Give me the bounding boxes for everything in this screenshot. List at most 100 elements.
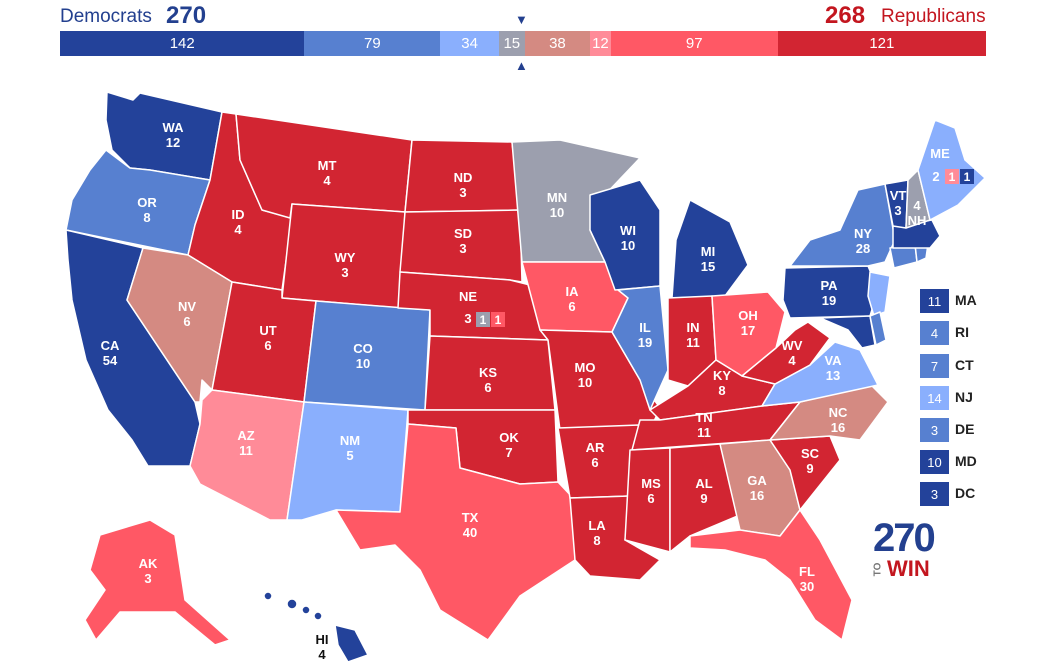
label-ky-abbr: KY bbox=[713, 368, 731, 383]
state-de[interactable] bbox=[869, 311, 887, 346]
label-ak-ev: 3 bbox=[144, 571, 151, 586]
label-hi-ev: 4 bbox=[318, 647, 326, 662]
svg-text:OK7: OK 7 bbox=[499, 430, 519, 460]
legend-nj[interactable]: 14 NJ bbox=[920, 386, 1030, 410]
bar-segment: 15 bbox=[498, 31, 525, 56]
label-ne-abbr: NE bbox=[459, 289, 477, 304]
label-fl-abbr: FL bbox=[799, 564, 815, 579]
label-sc-ev: 9 bbox=[806, 461, 813, 476]
label-ks-ev: 6 bbox=[484, 380, 491, 395]
state-hi[interactable] bbox=[263, 591, 369, 663]
state-al[interactable] bbox=[669, 443, 741, 553]
majority-marker-bottom-icon: ▲ bbox=[515, 58, 528, 73]
label-wy-ev: 3 bbox=[341, 265, 348, 280]
state-md[interactable] bbox=[819, 315, 876, 349]
svg-text:AK3: AK 3 bbox=[139, 556, 158, 586]
label-ok-ev: 7 bbox=[505, 445, 512, 460]
legend-nj-box: 14 bbox=[920, 386, 949, 410]
label-il-ev: 19 bbox=[638, 335, 652, 350]
label-la-ev: 8 bbox=[593, 533, 600, 548]
svg-text:MS6: MS 6 bbox=[641, 476, 661, 506]
logo-win: WIN bbox=[887, 556, 930, 581]
svg-text:ID4: ID 4 bbox=[232, 207, 245, 237]
label-az-abbr: AZ bbox=[237, 428, 254, 443]
ne-district-2-ev: 1 bbox=[495, 313, 502, 327]
label-ut-ev: 6 bbox=[264, 338, 271, 353]
label-ny-ev: 28 bbox=[856, 241, 870, 256]
state-nj[interactable] bbox=[867, 271, 891, 317]
svg-text:HI4: HI 4 bbox=[316, 632, 329, 662]
legend-de[interactable]: 3 DE bbox=[920, 418, 1030, 442]
bar-segment: 142 bbox=[60, 31, 305, 56]
label-wi-abbr: WI bbox=[620, 223, 636, 238]
bar-segment: 97 bbox=[610, 31, 778, 56]
svg-text:SC9: SC 9 bbox=[801, 446, 820, 476]
legend-ma[interactable]: 11 MA bbox=[920, 289, 1030, 313]
label-in-abbr: IN bbox=[687, 320, 700, 335]
label-or-ev: 8 bbox=[143, 210, 150, 225]
label-oh-abbr: OH bbox=[738, 308, 758, 323]
label-nc-abbr: NC bbox=[829, 405, 848, 420]
svg-text:KY8: KY 8 bbox=[713, 368, 731, 398]
state-ny[interactable] bbox=[789, 183, 896, 267]
state-ak[interactable] bbox=[84, 519, 231, 646]
me-district-2-box[interactable] bbox=[945, 169, 959, 184]
legend-ri[interactable]: 4 RI bbox=[920, 321, 1030, 345]
label-tn-ev: 11 bbox=[697, 425, 711, 440]
republicans-label: Republicans bbox=[881, 6, 986, 27]
label-id-ev: 4 bbox=[234, 222, 242, 237]
state-fl[interactable] bbox=[689, 509, 853, 641]
label-hi-abbr: HI bbox=[316, 632, 329, 647]
label-ky-ev: 8 bbox=[718, 383, 725, 398]
me-district-1-ev: 1 bbox=[964, 170, 971, 184]
me-district-1-box[interactable] bbox=[960, 169, 974, 184]
label-me-abbr: ME bbox=[930, 146, 950, 161]
label-mt-ev: 4 bbox=[323, 173, 331, 188]
legend-md-box: 10 bbox=[920, 450, 949, 474]
label-ar-ev: 6 bbox=[591, 455, 598, 470]
label-wa-ev: 12 bbox=[166, 135, 180, 150]
legend-md[interactable]: 10 MD bbox=[920, 450, 1030, 474]
label-mt-abbr: MT bbox=[318, 158, 337, 173]
label-mi-ev: 15 bbox=[701, 259, 715, 274]
svg-text:OR8: OR 8 bbox=[137, 195, 157, 225]
legend-ma-label: MA bbox=[955, 292, 977, 308]
label-ok-abbr: OK bbox=[499, 430, 519, 445]
electoral-vote-bar: 142 79 34 15 38 12 97 121 bbox=[60, 31, 986, 56]
label-mi-abbr: MI bbox=[701, 244, 715, 259]
state-wv[interactable] bbox=[741, 321, 831, 385]
label-sd-ev: 3 bbox=[459, 241, 466, 256]
label-oh-ev: 17 bbox=[741, 323, 755, 338]
state-tx[interactable] bbox=[335, 423, 576, 641]
label-va-ev: 13 bbox=[826, 368, 840, 383]
svg-text:VT3: VT 3 bbox=[890, 188, 907, 218]
label-wy-abbr: WY bbox=[335, 250, 356, 265]
label-pa-ev: 19 bbox=[822, 293, 836, 308]
svg-text:KS6: KS 6 bbox=[479, 365, 497, 395]
svg-text:MT4: MT 4 bbox=[318, 158, 337, 188]
270towin-logo[interactable]: 270 TO WIN bbox=[872, 518, 945, 584]
legend-ct[interactable]: 7 CT bbox=[920, 354, 1030, 378]
ne-district-1-box[interactable] bbox=[476, 312, 490, 327]
legend-de-box: 3 bbox=[920, 418, 949, 442]
label-ar-abbr: AR bbox=[586, 440, 605, 455]
legend-dc[interactable]: 3 DC bbox=[920, 482, 1030, 506]
label-al-ev: 9 bbox=[700, 491, 707, 506]
label-al-abbr: AL bbox=[695, 476, 712, 491]
state-nv[interactable] bbox=[126, 247, 233, 403]
label-mn-abbr: MN bbox=[547, 190, 567, 205]
svg-text:AR6: AR 6 bbox=[586, 440, 605, 470]
legend-ri-box: 4 bbox=[920, 321, 949, 345]
state-il[interactable] bbox=[611, 285, 669, 411]
label-or-abbr: OR bbox=[137, 195, 157, 210]
ne-district-2-box[interactable] bbox=[491, 312, 505, 327]
label-ga-abbr: GA bbox=[747, 473, 767, 488]
